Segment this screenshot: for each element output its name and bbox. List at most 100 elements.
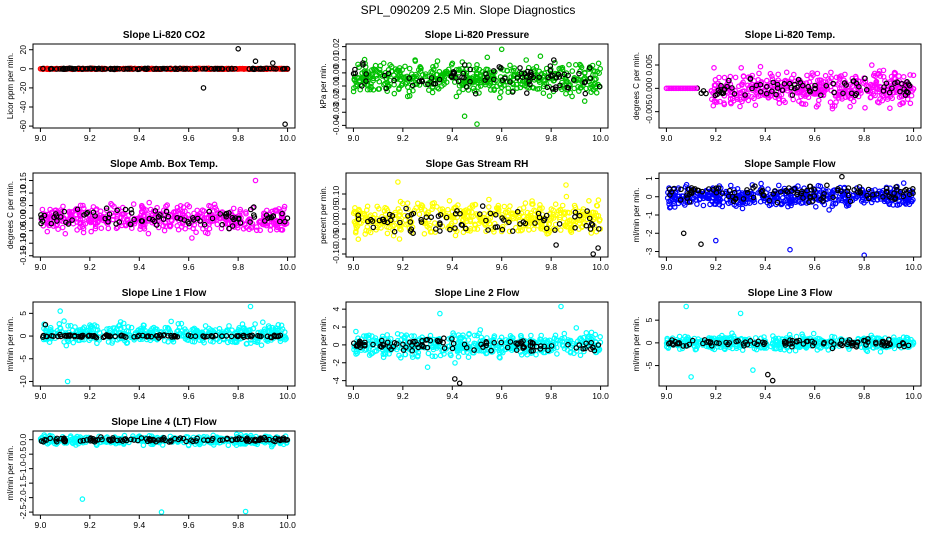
panel-title: Slope Gas Stream RH <box>426 159 529 170</box>
x-tick-label: 9.6 <box>809 262 821 272</box>
point-selected <box>721 86 728 93</box>
y-axis-label: degrees C per min. <box>6 181 15 249</box>
point-selected <box>448 73 455 80</box>
point-all <box>124 217 131 224</box>
point-selected <box>191 66 197 72</box>
point-all <box>433 62 439 69</box>
point-all <box>146 199 153 206</box>
point-all <box>804 72 810 79</box>
point-all <box>79 223 86 230</box>
point-all <box>486 196 492 203</box>
point-all <box>487 87 494 93</box>
point-all <box>92 225 99 232</box>
point-selected <box>247 219 253 225</box>
point-all <box>470 85 477 92</box>
point-all <box>501 203 508 210</box>
point-selected <box>490 76 497 83</box>
data-points <box>37 45 291 128</box>
point-selected <box>160 216 167 222</box>
point-selected <box>257 65 264 72</box>
point-selected <box>850 78 857 84</box>
point-all <box>393 69 400 75</box>
point-selected <box>523 90 530 96</box>
point-outlier <box>282 121 288 128</box>
y-tick-label: -5 <box>18 355 28 363</box>
x-tick-label: 9.2 <box>84 133 96 143</box>
y-tick-label: -0.10 <box>18 233 28 253</box>
point-all <box>66 210 73 216</box>
point-all <box>203 211 210 218</box>
point-selected <box>547 68 554 74</box>
y-tick-label: -2 <box>644 229 654 237</box>
point-all <box>794 89 801 96</box>
point-selected <box>360 62 366 68</box>
point-all <box>475 84 481 91</box>
point-selected <box>383 85 389 92</box>
point-all <box>798 87 805 94</box>
x-tick-label: 10.0 <box>279 262 296 272</box>
panel-title: Slope Sample Flow <box>744 159 835 170</box>
x-tick-label: 10.0 <box>905 262 922 272</box>
point-all <box>419 72 426 78</box>
y-axis-label: ml/min per min. <box>319 317 328 372</box>
point-selected <box>102 215 109 222</box>
point-all <box>150 211 156 218</box>
point-all <box>130 201 137 207</box>
point-selected <box>553 75 560 81</box>
x-tick-label: 9.8 <box>545 391 557 401</box>
point-all <box>270 210 277 217</box>
point-selected <box>279 210 285 217</box>
point-all <box>253 227 260 234</box>
point-flat <box>679 85 685 92</box>
point-all <box>417 64 423 70</box>
x-tick-label: 10.0 <box>592 262 609 272</box>
point-all <box>581 98 588 104</box>
point-selected <box>151 66 157 72</box>
x-tick-label: 9.4 <box>759 133 771 143</box>
point-selected <box>794 84 800 91</box>
point-all <box>409 75 416 82</box>
point-selected <box>830 80 837 87</box>
point-selected <box>507 79 513 85</box>
y-tick-label: -20 <box>18 81 28 94</box>
point-all <box>93 206 100 212</box>
point-all <box>721 101 728 108</box>
point-all <box>533 63 540 70</box>
y-tick-label: 0.02 <box>331 38 341 55</box>
point-all <box>384 88 391 95</box>
point-all <box>376 86 383 92</box>
point-all <box>243 210 249 217</box>
point-all <box>831 103 838 109</box>
y-tick-label: 0 <box>644 194 654 199</box>
point-all <box>370 87 377 93</box>
point-selected <box>84 65 91 72</box>
point-all <box>374 75 380 82</box>
point-selected <box>195 215 201 222</box>
panel-title: Slope Li-820 Pressure <box>425 30 530 41</box>
point-all <box>509 210 516 217</box>
point-all <box>395 86 402 93</box>
point-all <box>164 202 171 208</box>
point-all <box>782 99 788 106</box>
y-tick-label: -60 <box>18 120 28 133</box>
point-selected <box>105 219 111 225</box>
point-selected <box>807 89 814 95</box>
point-all <box>391 222 398 229</box>
point-selected <box>162 66 168 72</box>
point-selected <box>125 66 131 72</box>
point-selected <box>406 75 413 81</box>
point-selected <box>455 78 462 85</box>
point-all <box>834 93 840 99</box>
point-all <box>591 82 597 88</box>
point-all <box>810 72 816 79</box>
y-tick-label: 4 <box>331 307 341 312</box>
point-selected <box>114 207 121 214</box>
point-all <box>757 63 764 70</box>
point-selected <box>177 65 183 72</box>
point-all <box>497 89 504 95</box>
data-points <box>350 179 604 257</box>
x-tick-label: 9.8 <box>232 262 244 272</box>
point-all <box>529 198 535 204</box>
point-selected <box>463 84 470 90</box>
